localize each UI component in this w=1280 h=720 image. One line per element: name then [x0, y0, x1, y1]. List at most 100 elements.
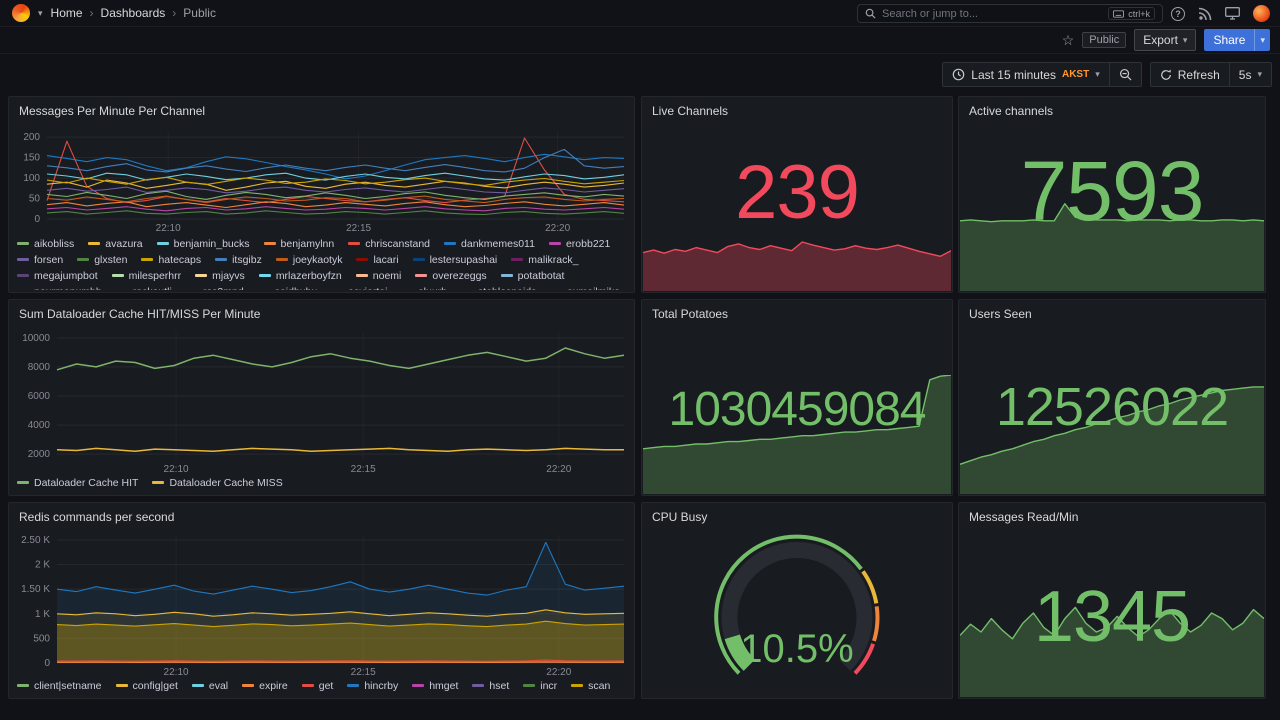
panel-title[interactable]: Sum Dataloader Cache HIT/MISS Per Minute	[19, 307, 261, 321]
news-rss-icon[interactable]	[1198, 7, 1212, 21]
time-series-chart[interactable]: 0 500 1 K 1.50 K 2 K 2.50 K 22:10 22:15 22:20	[13, 531, 630, 677]
breadcrumb-dashboards[interactable]: Dashboards	[100, 6, 166, 20]
legend-item[interactable]: ros3mnd	[186, 285, 244, 291]
shortcut-label: ctrl+k	[1128, 8, 1150, 19]
panel-title[interactable]: Messages Read/Min	[969, 510, 1079, 524]
share-menu-button[interactable]: ▾	[1254, 29, 1270, 51]
breadcrumb-current[interactable]: Public	[183, 6, 216, 20]
legend-item[interactable]: incr	[523, 679, 557, 692]
toolbar-divider	[0, 53, 1280, 54]
legend-item[interactable]: glxsten	[77, 253, 127, 266]
export-button[interactable]: Export ▾	[1134, 29, 1197, 51]
chevron-down-icon: ▾	[1095, 69, 1100, 79]
legend-item[interactable]: hmget	[412, 679, 458, 692]
grafana-logo-icon[interactable]	[12, 4, 30, 22]
legend-item[interactable]: rockoutli	[116, 285, 172, 291]
legend-item[interactable]: saviortaj	[331, 285, 387, 291]
svg-text:10000: 10000	[22, 333, 50, 344]
legend-item[interactable]: sluurh	[401, 285, 447, 291]
legend-item[interactable]: dankmemes011	[444, 237, 535, 250]
visibility-tag[interactable]: Public	[1082, 32, 1127, 48]
gauge-chart[interactable]	[642, 525, 952, 694]
legend-item[interactable]: potatbotat	[500, 269, 564, 282]
legend-item[interactable]: scan	[571, 679, 610, 692]
svg-text:4000: 4000	[28, 420, 51, 431]
legend-marker-icon	[242, 684, 255, 687]
legend-marker-icon	[195, 274, 208, 277]
legend-item[interactable]: hset	[472, 679, 509, 692]
panel-title[interactable]: Redis commands per second	[19, 510, 175, 524]
legend-item[interactable]: forsen	[17, 253, 63, 266]
panel-messages-read: Messages Read/Min 1345	[958, 502, 1266, 699]
svg-text:22:15: 22:15	[351, 464, 376, 474]
refresh-interval-select[interactable]: 5s ▾	[1228, 62, 1272, 87]
stat-value: 7593	[1020, 144, 1205, 238]
legend-item[interactable]: aikobliss	[17, 237, 74, 250]
share-button[interactable]: Share	[1204, 29, 1255, 51]
star-dashboard-button[interactable]: ☆	[1061, 32, 1075, 48]
legend-label: avazura	[105, 237, 143, 250]
legend-item[interactable]: megajumpbot	[17, 269, 98, 282]
legend-item[interactable]: set	[17, 695, 48, 698]
panel-title[interactable]: Active channels	[969, 104, 1054, 118]
legend-item[interactable]: chriscanstand	[348, 237, 430, 250]
legend-item[interactable]: overezeggs	[415, 269, 487, 282]
legend-item[interactable]: mrlazerboyfzn	[258, 269, 342, 282]
breadcrumb-home[interactable]: Home	[50, 6, 83, 20]
panel-dataloader-cache: Sum Dataloader Cache HIT/MISS Per Minute…	[8, 299, 635, 496]
legend-label: get	[318, 679, 334, 692]
legend-label: benjamylnn	[280, 237, 335, 250]
legend-marker-icon	[348, 242, 361, 245]
legend-item[interactable]: erobb221	[548, 237, 610, 250]
legend-marker-icon	[17, 258, 29, 261]
panel-title[interactable]: Messages Per Minute Per Channel	[19, 104, 206, 118]
legend-item[interactable]: Dataloader Cache MISS	[152, 476, 283, 489]
svg-text:22:10: 22:10	[164, 464, 189, 474]
legend-item[interactable]: hincrby	[347, 679, 398, 692]
legend-item[interactable]: lestersupashai	[412, 253, 497, 266]
panel-title[interactable]: Users Seen	[969, 307, 1032, 321]
panel-title[interactable]: Live Channels	[652, 104, 729, 118]
legend-item[interactable]: pourmenumbb	[17, 285, 102, 291]
legend-item[interactable]: lacari	[356, 253, 399, 266]
legend-item[interactable]: eval	[191, 679, 228, 692]
monitor-icon[interactable]	[1225, 7, 1240, 20]
time-range-picker[interactable]: Last 15 minutes AKST ▾	[942, 62, 1110, 87]
legend-item[interactable]: milesperhrr	[111, 269, 181, 282]
legend-item[interactable]: sumailmike	[550, 285, 620, 291]
zoom-out-button[interactable]	[1108, 62, 1142, 87]
legend-item[interactable]: benjamin_bucks	[156, 237, 250, 250]
legend-label: set	[34, 696, 48, 698]
user-avatar[interactable]	[1253, 5, 1270, 22]
legend-item[interactable]: config|get	[115, 679, 178, 692]
legend-marker-icon	[17, 274, 29, 277]
legend-item[interactable]: avazura	[88, 237, 143, 250]
legend-item[interactable]: joeykaotyk	[275, 253, 342, 266]
search-input[interactable]: Search or jump to... ctrl+k	[857, 4, 1163, 23]
legend-item[interactable]: noemi	[355, 269, 401, 282]
time-series-chart[interactable]: 0 50 100 150 200 22:10 22:15 22:20	[13, 127, 630, 233]
chevron-down-icon: ▾	[1260, 34, 1265, 45]
panel-title[interactable]: CPU Busy	[652, 510, 708, 524]
svg-text:500: 500	[33, 633, 50, 644]
refresh-button[interactable]: Refresh	[1149, 62, 1230, 87]
legend-item[interactable]: mjayvs	[195, 269, 245, 282]
legend-item[interactable]: get	[301, 679, 334, 692]
help-icon[interactable]: ?	[1171, 6, 1185, 21]
time-series-chart[interactable]: 2000 4000 6000 8000 10000 22:10 22:15 22:20	[13, 328, 630, 474]
chevron-down-icon: ▾	[38, 7, 43, 18]
legend-item[interactable]: itsgibz	[215, 253, 262, 266]
legend-item[interactable]: malikrack_	[511, 253, 578, 266]
dashboard-toolbar: ☆ Public Export ▾ Share ▾	[1062, 27, 1270, 53]
legend-item[interactable]: hatecaps	[141, 253, 201, 266]
top-nav-bar: ▾ Home › Dashboards › Public Search or j…	[0, 0, 1280, 27]
chevron-down-icon: ▾	[1257, 69, 1262, 79]
legend-item[interactable]: client|setname	[17, 679, 102, 692]
legend-item[interactable]: Dataloader Cache HIT	[17, 476, 138, 489]
legend-label: chriscanstand	[365, 237, 431, 250]
legend-item[interactable]: saidbubu	[258, 285, 318, 291]
legend-item[interactable]: stablesnaids	[461, 285, 536, 291]
legend-item[interactable]: expire	[242, 679, 288, 692]
legend-item[interactable]: benjamylnn	[263, 237, 335, 250]
panel-title[interactable]: Total Potatoes	[652, 307, 729, 321]
